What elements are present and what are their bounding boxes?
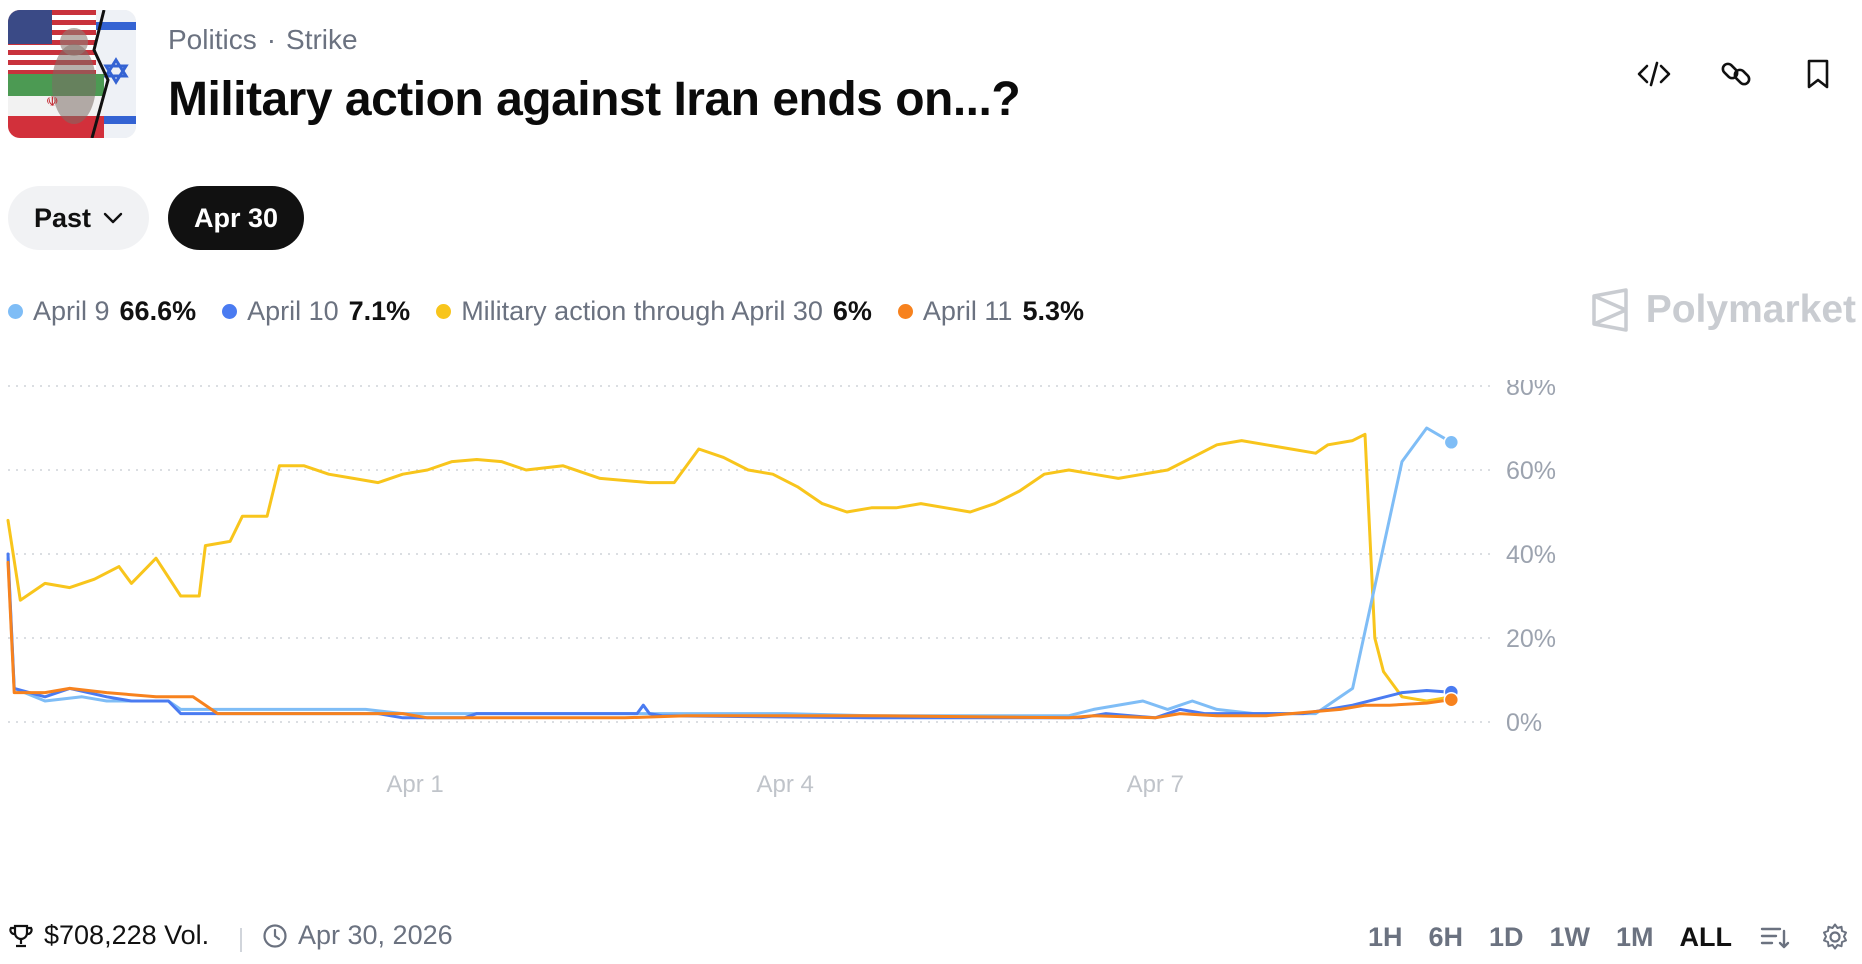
volume-text: $708,228 Vol. (44, 920, 210, 950)
range-button-6h[interactable]: 6H (1428, 921, 1463, 952)
bookmark-icon (1807, 59, 1829, 89)
y-tick-label: 0% (1506, 709, 1542, 737)
sort-button[interactable] (1758, 920, 1792, 954)
brand-watermark: Polymarket (1588, 288, 1856, 332)
range-button-1d[interactable]: 1D (1488, 921, 1524, 952)
bookmark-button[interactable] (1796, 52, 1840, 96)
trophy-icon (9, 924, 33, 947)
end-date-info: Apr 30, 2026 (262, 920, 453, 951)
y-tick-label: 40% (1506, 541, 1556, 569)
y-tick-label: 20% (1506, 625, 1556, 653)
legend-label: Military action through April 30 (461, 296, 823, 326)
clock-icon (263, 923, 287, 948)
brand-name: Polymarket (1645, 288, 1856, 331)
legend-item[interactable]: April 9 66.6% (8, 296, 196, 327)
legend-label: April 9 (33, 296, 110, 326)
legend-label: April 10 (247, 296, 339, 326)
legend-color-dot (897, 304, 913, 319)
range-button-1h[interactable]: 1H (1367, 921, 1403, 952)
polymarket-logo-icon (1591, 288, 1628, 332)
gear-icon (1823, 923, 1847, 950)
date-tab-selected[interactable]: Apr 30 (168, 186, 305, 250)
legend-color-dot (222, 304, 238, 319)
legend-label: April 11 (922, 296, 1013, 326)
volume-info: $708,228 Vol. (8, 920, 209, 951)
legend-item[interactable]: Military action through April 30 6% (436, 296, 872, 327)
series-line[interactable] (6, 426, 1453, 718)
breadcrumb: Politics · Strike (168, 24, 358, 56)
category-link[interactable]: Politics (168, 24, 257, 55)
sort-icon (1760, 927, 1790, 949)
past-dropdown[interactable]: Past (8, 186, 150, 250)
chart-legend: April 9 66.6% April 10 7.1% Military action … (8, 296, 1084, 327)
series-line[interactable] (6, 552, 1453, 720)
series-line[interactable] (6, 560, 1453, 720)
range-button-all[interactable]: ALL (1679, 921, 1732, 952)
legend-color-dot (8, 304, 23, 319)
chevron-down-icon (103, 212, 123, 224)
chart-settings-button[interactable] (1818, 920, 1852, 954)
y-tick-label: 80% (1506, 380, 1556, 401)
embed-button[interactable] (1632, 52, 1676, 96)
legend-item[interactable]: April 11 5.3% (897, 296, 1084, 327)
legend-item[interactable]: April 10 7.1% (222, 296, 410, 327)
series-end-marker (1443, 434, 1460, 451)
y-tick-label: 60% (1506, 457, 1556, 485)
series-end-marker (1443, 691, 1460, 708)
legend-value: 66.6% (119, 296, 197, 326)
svg-text:☫: ☫ (46, 94, 59, 110)
legend-color-dot (436, 304, 452, 319)
end-date-text: Apr 30, 2026 (298, 920, 453, 950)
market-thumbnail: ☫ (8, 10, 136, 138)
x-tick-label: Apr 7 (1127, 771, 1184, 798)
x-tick-label: Apr 1 (386, 771, 443, 798)
range-button-1m[interactable]: 1M (1616, 921, 1654, 952)
footer-divider (240, 928, 242, 952)
series-line[interactable] (6, 432, 1453, 703)
page-title: Military action against Iran ends on...? (168, 73, 1021, 126)
subcategory-link[interactable]: Strike (286, 24, 358, 55)
embed-icon (1637, 61, 1671, 87)
past-dropdown-label: Past (34, 202, 92, 233)
chart-footer: $708,228 Vol. Apr 30, 2026 1H 6H 1D 1W 1M ALL (0, 920, 1862, 960)
range-button-1w[interactable]: 1W (1549, 921, 1591, 952)
link-icon (1721, 62, 1751, 86)
header-actions (1632, 52, 1840, 96)
x-tick-label: Apr 4 (756, 771, 813, 798)
legend-value: 6% (832, 296, 872, 326)
flag-collage-image: ☫ (8, 10, 136, 138)
price-history-chart[interactable]: 0% 20% 40% 60% 80% Apr 1 Apr 4 Apr 7 (0, 380, 1862, 900)
legend-value: 5.3% (1022, 296, 1084, 326)
copy-link-button[interactable] (1714, 52, 1758, 96)
breadcrumb-separator: · (266, 24, 277, 55)
time-range-selector: 1H 6H 1D 1W 1M ALL (1368, 920, 1852, 954)
legend-value: 7.1% (348, 296, 411, 326)
